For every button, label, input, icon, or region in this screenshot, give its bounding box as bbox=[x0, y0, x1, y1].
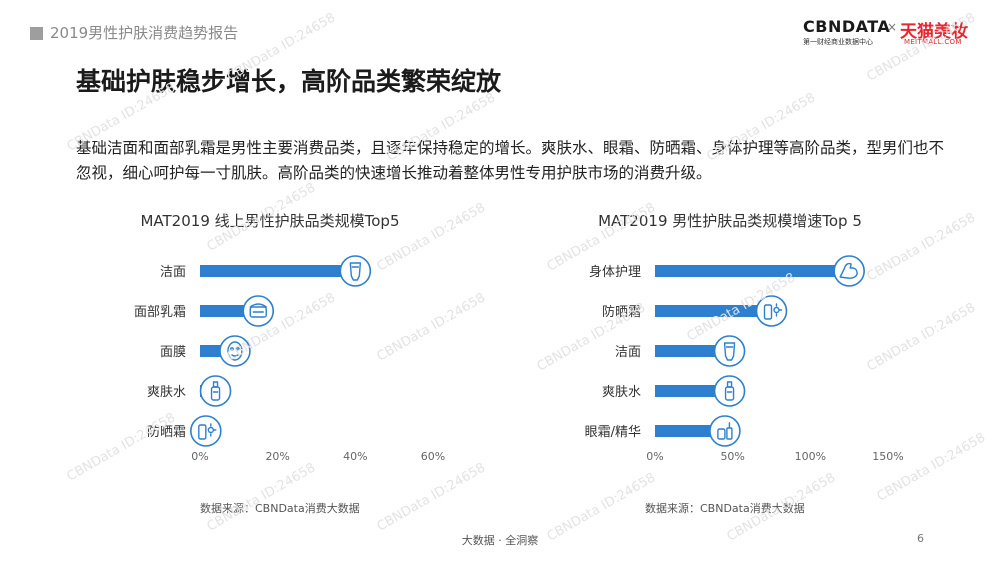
category-label: 眼霜/精华 bbox=[585, 425, 641, 440]
category-label: 面部乳霜 bbox=[134, 305, 186, 320]
bar bbox=[655, 305, 772, 317]
category-label: 面膜 bbox=[160, 345, 186, 360]
face-mask-icon bbox=[219, 335, 251, 367]
bar bbox=[655, 385, 730, 397]
muscle-arm-icon bbox=[833, 255, 865, 287]
bar bbox=[655, 345, 730, 357]
x-tick-label: 20% bbox=[265, 450, 289, 463]
x-tick-label: 0% bbox=[191, 450, 208, 463]
chart-title: MAT2019 男性护肤品类规模增速Top 5 bbox=[598, 212, 862, 230]
sunscreen-icon bbox=[190, 415, 222, 447]
category-label: 防晒霜 bbox=[602, 304, 641, 320]
x-tick-label: 100% bbox=[795, 450, 826, 463]
category-label: 身体护理 bbox=[589, 264, 641, 280]
sunscreen-icon bbox=[755, 295, 788, 327]
x-tick-label: 60% bbox=[421, 450, 445, 463]
cleanser-tube-icon bbox=[713, 335, 746, 367]
bar bbox=[655, 265, 850, 277]
header-square-marker bbox=[30, 27, 43, 40]
brand-logos: CBNDATA 第一财经商业数据中心 × 天猫美妆 MEITMALL.COM bbox=[803, 17, 978, 49]
cbndata-logo-subtitle: 第一财经商业数据中心 bbox=[803, 38, 873, 46]
x-tick-label: 50% bbox=[720, 450, 744, 463]
category-label: 洁面 bbox=[160, 265, 186, 280]
category-label: 爽肤水 bbox=[147, 385, 186, 400]
chart-right: MAT2019 男性护肤品类规模增速Top 5 身体护理防晒霜洁面爽肤水眼霜/精… bbox=[515, 200, 955, 530]
chart-title: MAT2019 线上男性护肤品类规模Top5 bbox=[140, 212, 400, 230]
bar bbox=[655, 425, 725, 437]
logo-separator: × bbox=[887, 20, 898, 34]
slide-description: 基础洁面和面部乳霜是男性主要消费品类，且逐年保持稳定的增长。爽肤水、眼霜、防晒霜… bbox=[76, 139, 945, 182]
x-tick-label: 150% bbox=[872, 450, 903, 463]
cleanser-tube-icon bbox=[339, 255, 372, 287]
slide-title: 基础护肤稳步增长，高阶品类繁荣绽放 bbox=[76, 67, 502, 96]
footer-tagline: 大数据 · 全洞察 bbox=[461, 534, 539, 547]
report-title: 2019男性护肤消费趋势报告 bbox=[50, 24, 239, 42]
cbndata-logo: CBNDATA bbox=[803, 17, 891, 36]
toner-bottle-icon bbox=[199, 375, 232, 407]
tmall-beauty-logo-subtitle: MEITMALL.COM bbox=[904, 38, 962, 46]
data-source: 数据来源：CBNData消费大数据 bbox=[645, 502, 805, 515]
bar bbox=[200, 265, 356, 277]
tmall-beauty-logo: 天猫美妆 bbox=[900, 22, 968, 42]
category-label: 防晒霜 bbox=[147, 424, 186, 440]
chart-left: MAT2019 线上男性护肤品类规模Top5 洁面面部乳霜面膜爽肤水防晒霜 0% 2… bbox=[60, 200, 500, 530]
x-tick-label: 0% bbox=[646, 450, 663, 463]
category-label: 洁面 bbox=[615, 345, 641, 360]
category-label: 爽肤水 bbox=[602, 385, 641, 400]
data-source: 数据来源：CBNData消费大数据 bbox=[200, 502, 360, 515]
cream-jar-icon bbox=[242, 295, 275, 327]
page-number: 6 bbox=[917, 532, 924, 545]
eye-serum-icon bbox=[709, 415, 741, 447]
toner-bottle-icon bbox=[713, 375, 746, 407]
x-tick-label: 40% bbox=[343, 450, 367, 463]
